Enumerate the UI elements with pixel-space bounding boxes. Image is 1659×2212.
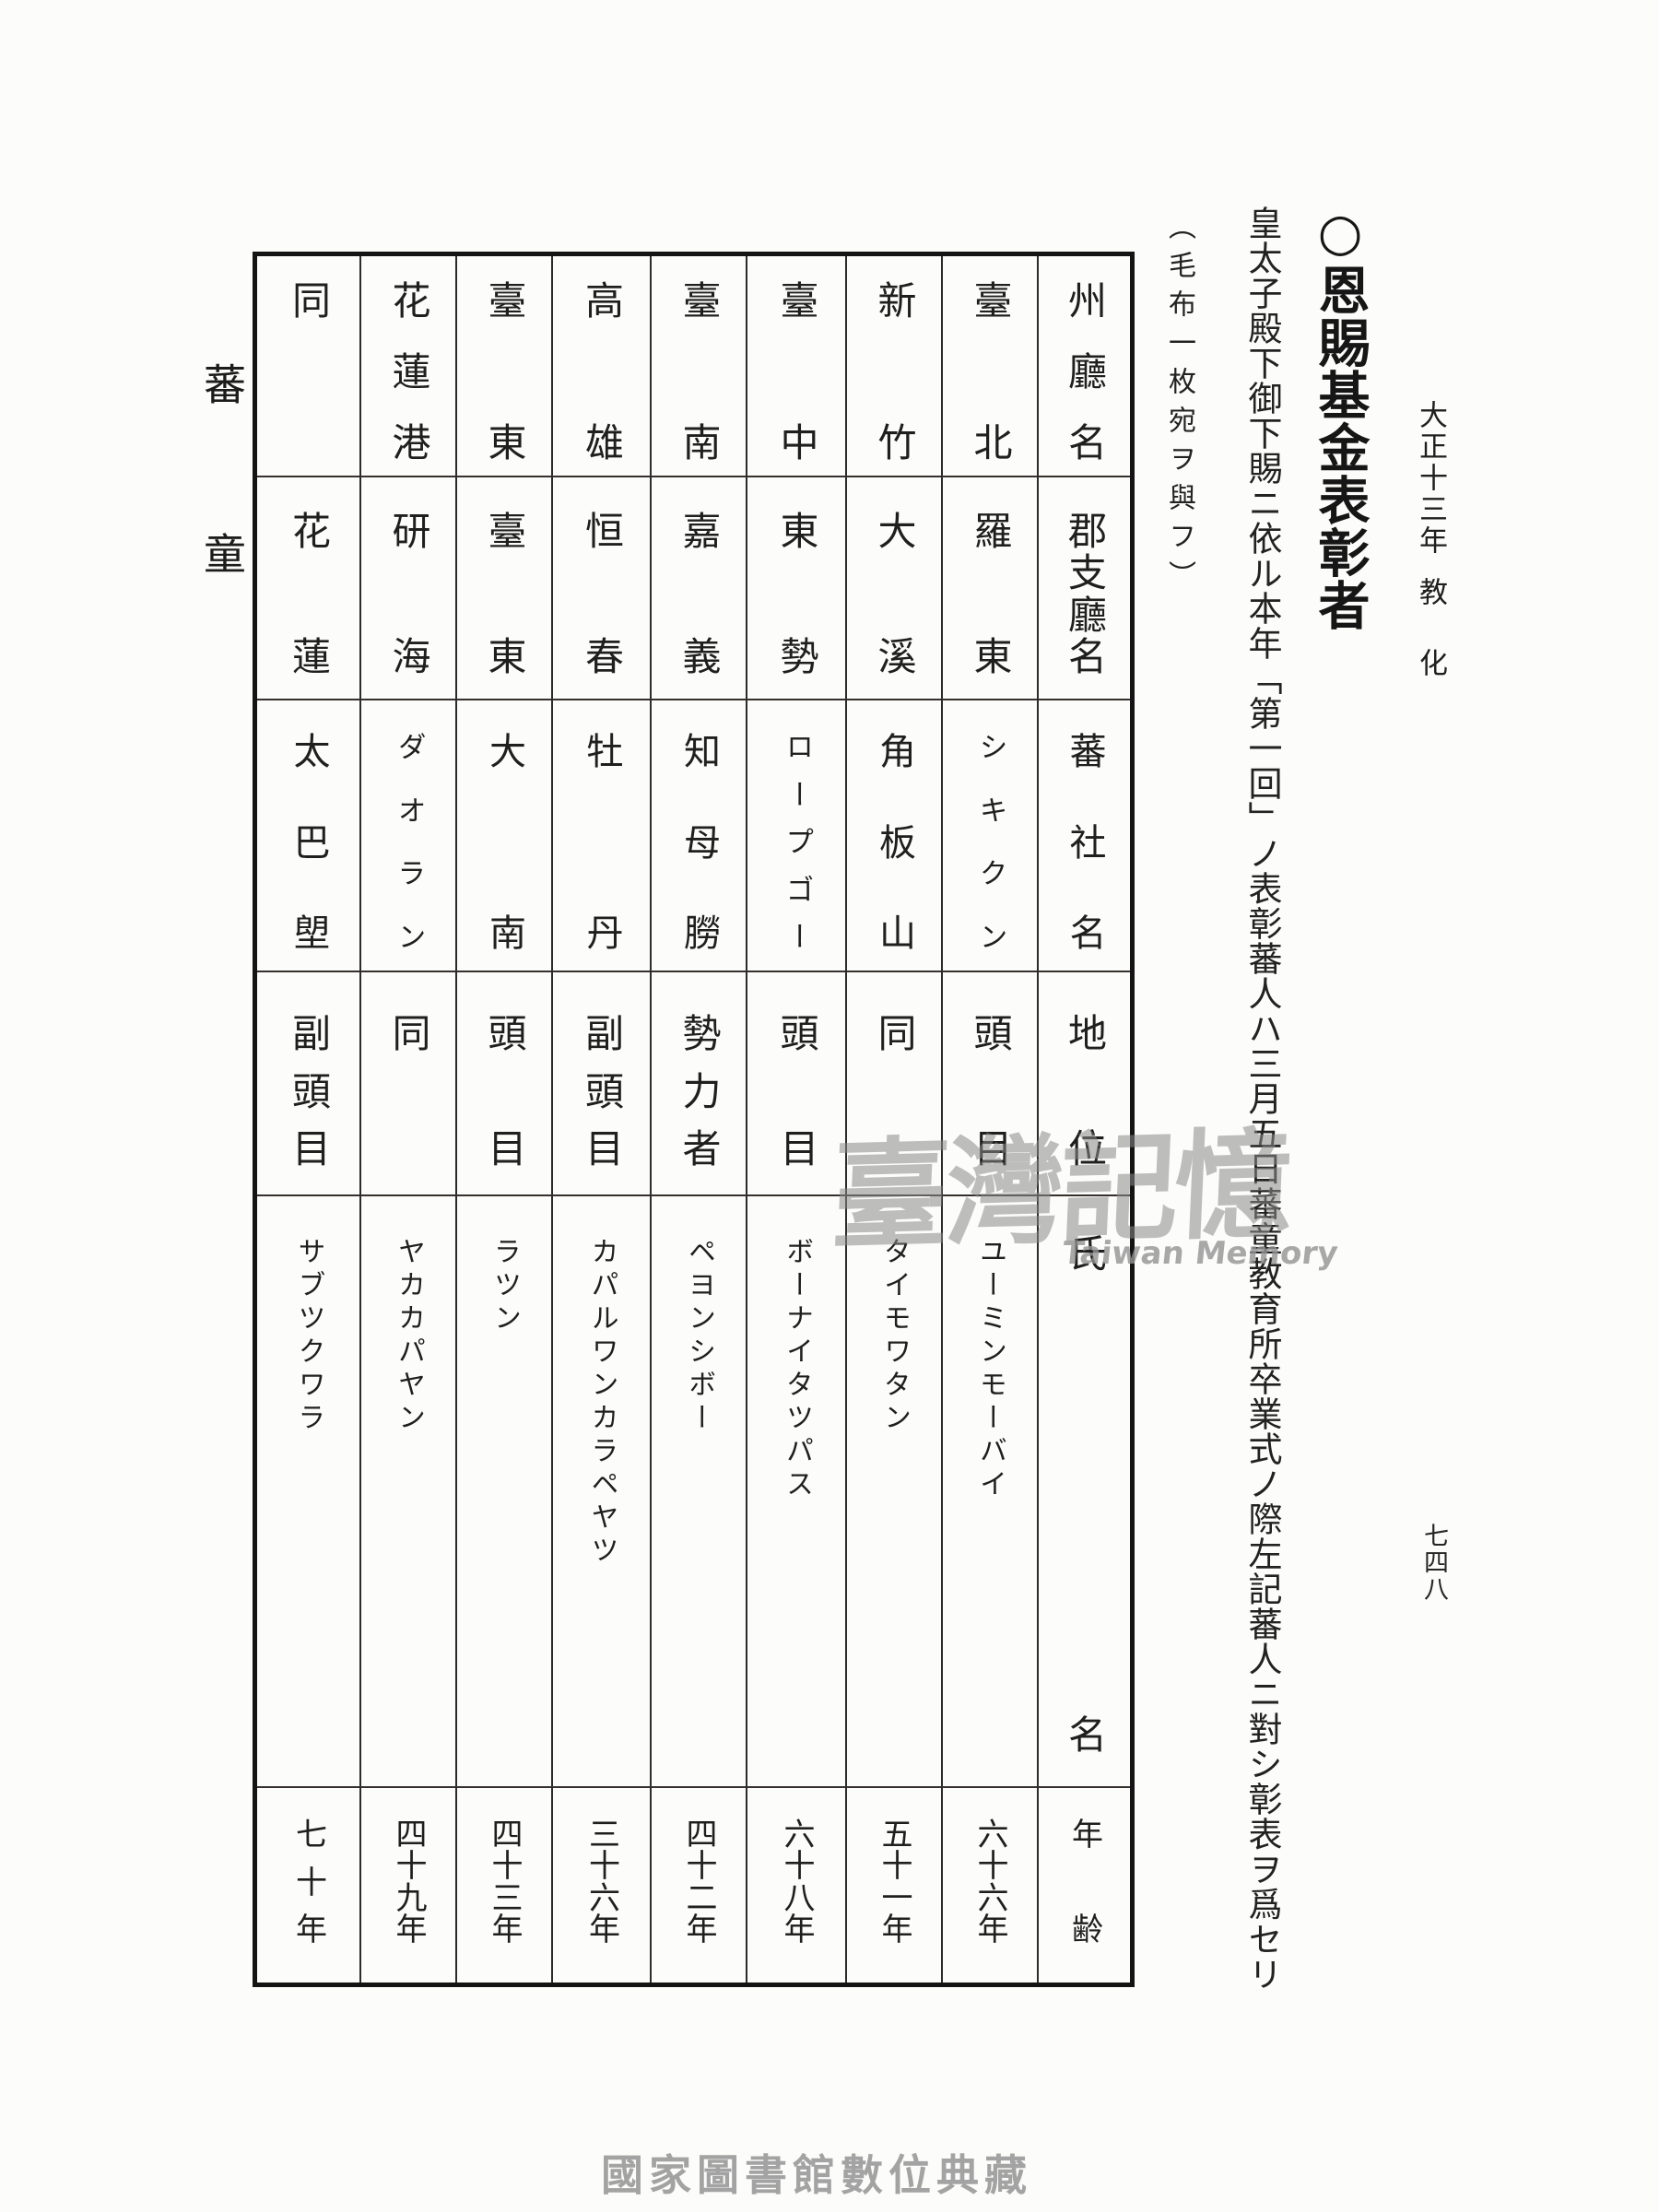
table-cell: 四十九年 — [359, 1786, 455, 1983]
article-note: （毛布一枚宛ヲ與フ） — [1163, 212, 1195, 599]
running-head: 大正十三年 教化 — [1414, 400, 1447, 719]
table-cell: ラツン — [455, 1194, 551, 1786]
table-cell: 六十八年 — [746, 1786, 845, 1983]
table-cell: 新竹 — [845, 256, 941, 476]
table-cell: ロープゴー — [746, 699, 845, 971]
table-cell: タイモワタン — [845, 1194, 941, 1786]
running-head-section: 教化 — [1414, 577, 1447, 719]
table-cell: 勢力者 — [650, 971, 746, 1194]
table-cell: 嘉義 — [650, 476, 746, 699]
table-cell: 大南 — [455, 699, 551, 971]
table-cell: 知母朥 — [650, 699, 746, 971]
table-cell: ヤカカパヤン — [359, 1194, 455, 1786]
table-cell: 六十六年 — [941, 1786, 1037, 1983]
table-cell: 七十年 — [257, 1786, 359, 1983]
table-header-cell: 郡支廳名 — [1037, 476, 1130, 699]
table-cell: シキクン — [941, 699, 1037, 971]
table-cell: 副頭目 — [551, 971, 650, 1194]
table-cell: ユーミンモーバイ — [941, 1194, 1037, 1786]
table-cell: ペヨンシボー — [650, 1194, 746, 1786]
table-cell: 臺南 — [650, 256, 746, 476]
table-cell: 頭目 — [746, 971, 845, 1194]
table-cell: 牡丹 — [551, 699, 650, 971]
footer-credit: 國家圖書館數位典藏 — [601, 2150, 1032, 2200]
table-cell: 同 — [845, 971, 941, 1194]
table-cell: 羅東 — [941, 476, 1037, 699]
table-cell: ダオラン — [359, 699, 455, 971]
table-cell: 東勢 — [746, 476, 845, 699]
table-cell: 頭目 — [941, 971, 1037, 1194]
running-head-era: 大正十三年 — [1414, 400, 1447, 557]
table-header-cell: 氏名 — [1037, 1194, 1130, 1786]
table-cell: 臺北 — [941, 256, 1037, 476]
awards-table: 同 花蓮港 臺東 高雄 臺南 臺中 新竹 臺北 州廳名 花蓮 研海 臺東 恒春 … — [253, 252, 1135, 1987]
table-cell: 臺東 — [455, 476, 551, 699]
margin-label: 蕃童 — [197, 362, 247, 701]
table-cell: サブツクワラ — [257, 1194, 359, 1786]
table-cell: ボーナイタツパス — [746, 1194, 845, 1786]
table-cell: 角板山 — [845, 699, 941, 971]
table-cell: 同 — [359, 971, 455, 1194]
table-cell: 臺東 — [455, 256, 551, 476]
table-cell: 高雄 — [551, 256, 650, 476]
table-cell: 三十六年 — [551, 1786, 650, 1983]
table-header-cell: 年齢 — [1037, 1786, 1130, 1983]
table-cell: 四十二年 — [650, 1786, 746, 1983]
table-cell: 大溪 — [845, 476, 941, 699]
table-header-cell: 地位 — [1037, 971, 1130, 1194]
table-header-cell: 蕃社名 — [1037, 699, 1130, 971]
table-cell: 頭目 — [455, 971, 551, 1194]
table-cell: 五十一年 — [845, 1786, 941, 1983]
table-header-cell: 州廳名 — [1037, 256, 1130, 476]
article-body: 皇太子殿下御下賜ニ依ル本年「第一回」ノ表彰蕃人ハ三月五日蕃童教育所卒業式ノ際左記… — [1242, 206, 1282, 1992]
table-cell: 花蓮 — [257, 476, 359, 699]
table-cell: 研海 — [359, 476, 455, 699]
table-cell: 四十三年 — [455, 1786, 551, 1983]
table-cell: 同 — [286, 280, 332, 319]
table-cell: 恒春 — [551, 476, 650, 699]
table-cell: 花蓮港 — [359, 256, 455, 476]
table-cell: カパルワンカラペヤツ — [551, 1194, 650, 1786]
table-cell: 太巴塱 — [257, 699, 359, 971]
article-title: ○恩賜基金表彰者 — [1310, 202, 1371, 631]
table-cell: 臺中 — [746, 256, 845, 476]
table-cell: 副頭目 — [257, 971, 359, 1194]
page-number: 七四八 — [1419, 1523, 1448, 1603]
